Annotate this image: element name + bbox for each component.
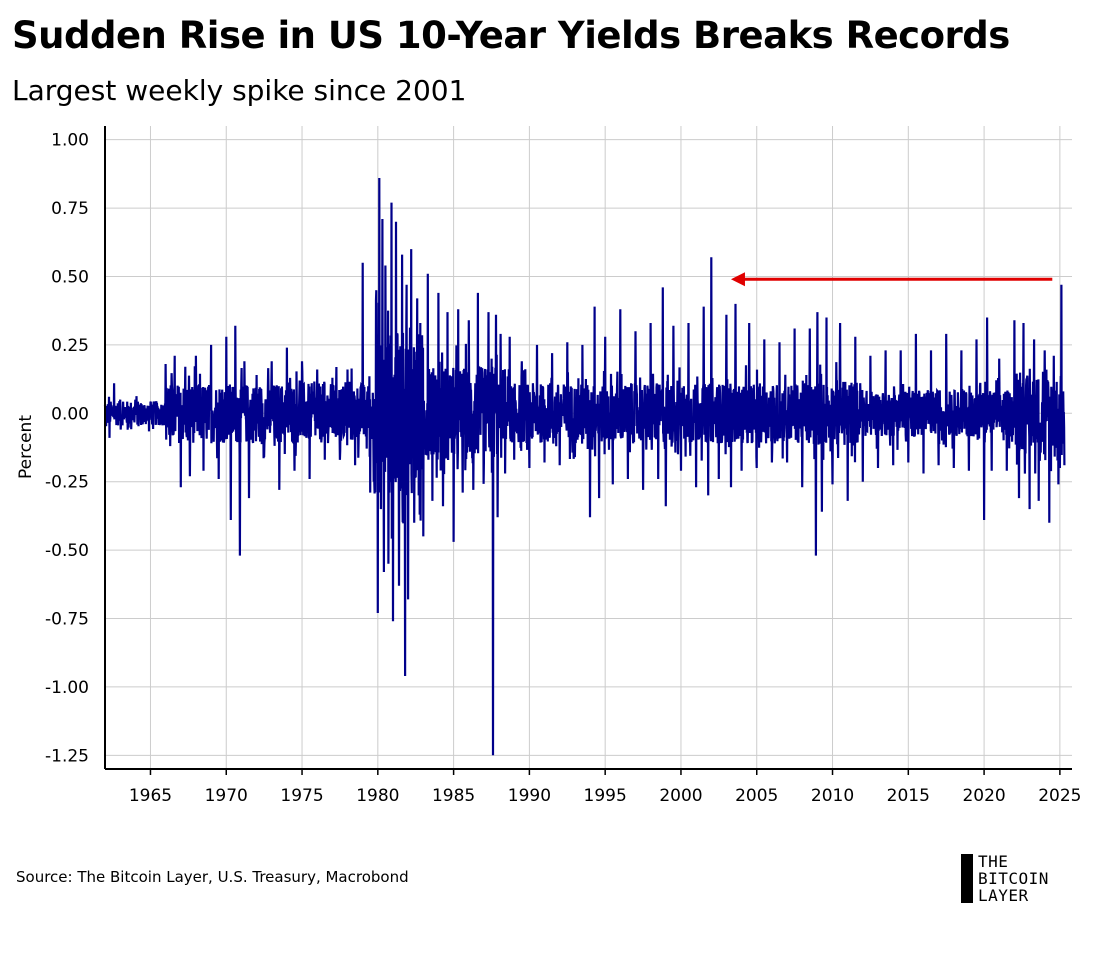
- logo-bar: [961, 854, 973, 903]
- y-tick-label: -0.25: [45, 473, 89, 493]
- chart-subtitle: Largest weekly spike since 2001: [12, 74, 467, 107]
- x-tick-label: 1970: [205, 786, 248, 806]
- annotation-arrow: [730, 272, 1053, 287]
- y-tick-label: 1.00: [51, 131, 89, 151]
- logo-line-1: THE: [978, 852, 1009, 871]
- x-tick-label: 1965: [129, 786, 172, 806]
- x-tick-label: 1995: [584, 786, 627, 806]
- arrow-head: [730, 272, 745, 287]
- x-tick-label: 2020: [962, 786, 1005, 806]
- y-axis-label: Percent: [16, 415, 36, 479]
- x-tick-labels: 1965 1970 1975 1980 1985 1990 1995 2000 2005 2010…: [129, 786, 1082, 806]
- y-tick-label: 0.75: [51, 199, 89, 219]
- y-tick-labels: 1.00 0.75 0.50 0.25 0.00 -0.25 -0.50 -0.75 -1.00…: [45, 131, 89, 767]
- bitcoin-layer-logo: THE BITCOIN LAYER: [961, 853, 1086, 905]
- series-weekly-change: [103, 177, 1066, 756]
- y-tick-label: -0.75: [45, 610, 89, 630]
- y-tick-label: -1.25: [45, 746, 89, 766]
- x-tick-label: 2005: [735, 786, 778, 806]
- axes: [104, 126, 1072, 775]
- y-tick-label: -1.00: [45, 678, 89, 698]
- logo-line-3: LAYER: [978, 886, 1029, 905]
- y-tick-label: -0.50: [45, 541, 89, 561]
- x-tick-label: 2000: [659, 786, 702, 806]
- x-tick-label: 2015: [887, 786, 930, 806]
- x-tick-label: 2025: [1038, 786, 1081, 806]
- y-tick-label: 0.50: [51, 267, 89, 287]
- x-tick-label: 1990: [508, 786, 551, 806]
- x-tick-label: 1975: [280, 786, 323, 806]
- chart-title: Sudden Rise in US 10-Year Yields Breaks …: [12, 14, 1010, 57]
- source-note: Source: The Bitcoin Layer, U.S. Treasury…: [16, 868, 409, 886]
- x-tick-label: 1980: [356, 786, 399, 806]
- x-tick-label: 2010: [811, 786, 854, 806]
- y-tick-label: 0.00: [51, 404, 89, 424]
- series-line: [103, 177, 1066, 756]
- y-tick-label: 0.25: [51, 336, 89, 356]
- logo-line-2: BITCOIN: [978, 869, 1049, 888]
- x-tick-label: 1985: [432, 786, 475, 806]
